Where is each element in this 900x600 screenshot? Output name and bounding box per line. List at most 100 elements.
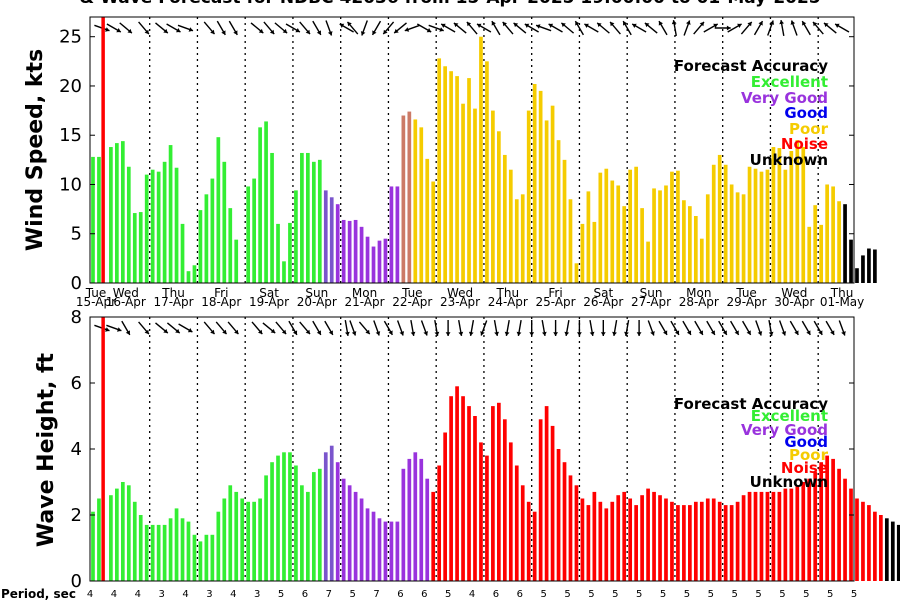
wind-bar	[144, 174, 149, 283]
wind-bar	[682, 200, 686, 283]
period-value: 4	[87, 589, 93, 600]
wind-direction-arrow	[535, 24, 552, 32]
period-value: 4	[182, 589, 188, 600]
wave-direction-arrow	[600, 320, 606, 336]
wave-direction-arrows	[94, 319, 846, 337]
wind-bar	[306, 152, 310, 283]
wind-bar	[688, 206, 692, 283]
wave-direction-arrow	[373, 320, 381, 336]
wave-bar	[437, 465, 442, 581]
wave-bar	[497, 402, 501, 581]
wind-y-tick-label: 10	[59, 174, 82, 195]
wave-bar	[765, 491, 770, 581]
wave-direction-arrow	[589, 319, 595, 337]
wind-speed-bars	[91, 36, 877, 284]
wind-bar	[646, 241, 650, 283]
wave-direction-arrow	[227, 321, 239, 335]
wind-axes-frame	[89, 16, 855, 284]
date-label: 21-Apr	[345, 295, 385, 309]
wind-bar	[580, 223, 585, 283]
wind-bar	[729, 184, 734, 283]
wind-bar	[91, 156, 95, 283]
wind-direction-arrow	[428, 24, 444, 32]
wave-bar	[867, 505, 871, 581]
wind-bar	[849, 239, 853, 283]
wind-legend-unknown: Unknown	[750, 151, 828, 169]
wind-y-tick-label: 0	[71, 273, 82, 294]
wave-bar	[616, 495, 621, 581]
wave-bar	[323, 452, 328, 581]
wind-bar	[323, 190, 328, 283]
wave-direction-arrow	[529, 320, 535, 336]
wind-bar	[365, 236, 370, 283]
period-value: 5	[564, 589, 570, 600]
wind-bar	[837, 201, 841, 283]
wind-bar	[526, 110, 531, 283]
wind-bar	[186, 271, 191, 283]
wind-direction-arrow	[644, 22, 658, 34]
date-label: 20-Apr	[297, 295, 337, 309]
wind-bar	[640, 208, 644, 283]
wave-direction-arrow	[729, 320, 740, 336]
day-of-week-label: Sat	[593, 286, 613, 300]
wind-direction-arrow	[285, 23, 301, 33]
wave-bar	[443, 432, 447, 581]
wave-direction-arrow	[410, 319, 416, 337]
wind-direction-arrow	[138, 21, 150, 35]
wind-direction-arrow	[299, 21, 311, 35]
wave-direction-arrow	[344, 319, 350, 337]
wave-bar	[508, 442, 513, 581]
wave-bar	[407, 458, 412, 581]
wave-bar	[735, 501, 740, 581]
wind-legend-title: Forecast Accuracy	[674, 57, 828, 75]
wave-bar	[873, 511, 877, 581]
wind-direction-arrow	[524, 23, 539, 33]
wave-direction-arrow	[541, 319, 547, 337]
wave-bar	[347, 485, 352, 581]
wind-direction-arrow	[801, 20, 811, 36]
wind-direction-arrow	[228, 20, 238, 36]
wave-direction-arrow	[647, 320, 655, 336]
period-value: 5	[636, 589, 642, 600]
period-value: 5	[827, 589, 833, 600]
wind-bar	[97, 156, 101, 283]
wind-bar	[467, 78, 471, 283]
date-label: 28-Apr	[679, 295, 719, 309]
wind-direction-arrow	[560, 22, 575, 34]
wind-bar	[867, 248, 871, 283]
date-label: 19-Apr	[249, 295, 289, 309]
date-label: 17-Apr	[154, 295, 194, 309]
wave-bar	[455, 386, 459, 581]
wind-bar	[132, 213, 137, 283]
wind-bar	[192, 265, 197, 283]
wave-bar	[180, 518, 185, 581]
wind-bar	[329, 197, 334, 283]
wave-bar	[150, 524, 155, 581]
wave-direction-arrow	[813, 320, 823, 336]
wave-bar	[646, 488, 650, 581]
wave-bar	[890, 521, 895, 581]
wind-direction-arrow	[622, 20, 632, 36]
wind-bar	[383, 238, 388, 283]
wind-direction-arrows	[94, 19, 850, 37]
wave-bar	[216, 511, 221, 581]
wave-bar	[843, 478, 847, 581]
wave-bar	[335, 462, 340, 581]
wave-bar	[389, 521, 394, 581]
wind-direction-arrow	[476, 23, 492, 33]
wave-bar	[532, 511, 537, 581]
wave-bar	[91, 511, 95, 581]
wave-bar	[807, 478, 812, 581]
period-value: 7	[326, 589, 332, 600]
wind-direction-arrow	[513, 22, 527, 34]
wave-period-labels: 4 4 4 3 4 3 4 3 5 6 7 5 7 6 6 5 4 6 6 5 5 5 5 5 5 5 5 5 5 5 5 5 5	[87, 589, 857, 600]
wave-direction-arrow	[768, 319, 774, 337]
wind-direction-arrow	[502, 21, 514, 35]
wind-bar	[699, 238, 704, 283]
wind-direction-arrow	[119, 22, 133, 34]
wind-direction-arrow	[346, 21, 359, 35]
wind-direction-arrow	[274, 22, 288, 34]
period-value: 7	[373, 589, 379, 600]
wave-bar	[401, 468, 406, 581]
wave-direction-arrow	[694, 320, 704, 336]
